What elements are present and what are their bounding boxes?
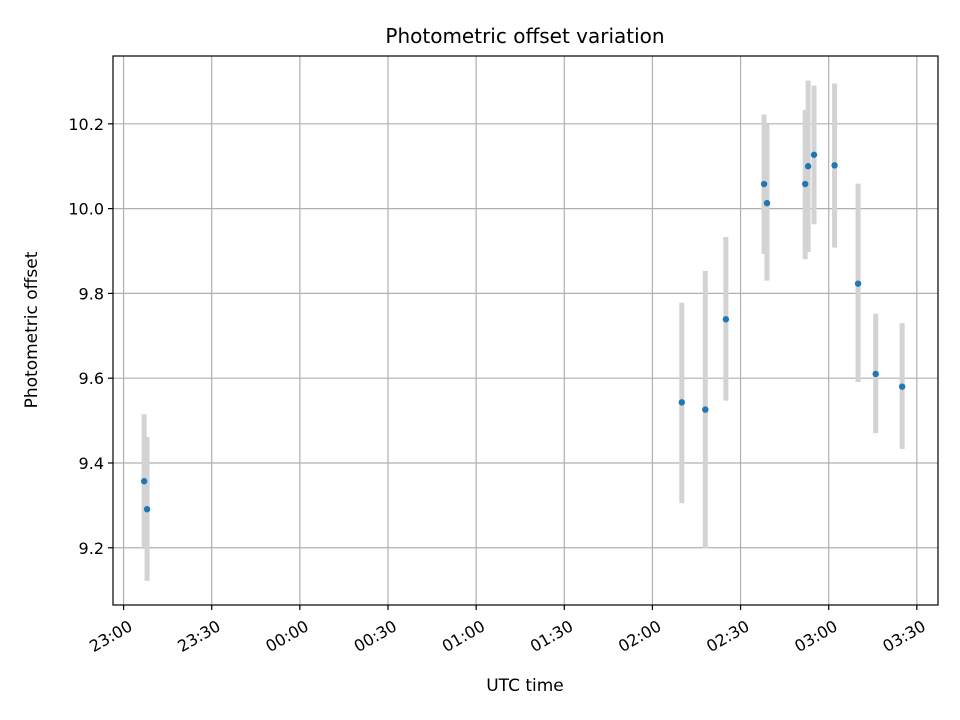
data-point <box>702 406 709 413</box>
data-point <box>810 151 818 158</box>
y-tick-label: 9.6 <box>79 369 104 388</box>
y-tick-label: 10.0 <box>68 200 104 219</box>
y-axis-label: Photometric offset <box>22 251 42 408</box>
grid-layer <box>113 56 938 605</box>
data-point <box>678 399 686 406</box>
y-tick-label: 10.2 <box>68 115 104 134</box>
data-point <box>831 162 838 169</box>
data-point <box>722 316 730 323</box>
y-axis-ticks: 9.2 9.4 9.6 9.8 10.0 10.2 <box>68 115 113 558</box>
x-axis-label: UTC time <box>486 676 564 696</box>
data-point <box>898 383 906 390</box>
data-point <box>140 478 148 485</box>
plot-frame <box>112 55 939 606</box>
y-tick-label: 9.8 <box>79 284 104 303</box>
chart-title: Photometric offset variation <box>385 24 664 48</box>
data-point <box>760 180 768 188</box>
data-point <box>143 505 151 513</box>
data-point <box>763 199 771 207</box>
data-point <box>854 280 862 287</box>
data-point <box>804 163 812 170</box>
data-point <box>872 370 879 378</box>
y-tick-label: 9.4 <box>79 454 104 473</box>
point-layer <box>140 151 906 513</box>
y-tick-label: 9.2 <box>79 539 104 558</box>
data-point <box>802 180 809 188</box>
